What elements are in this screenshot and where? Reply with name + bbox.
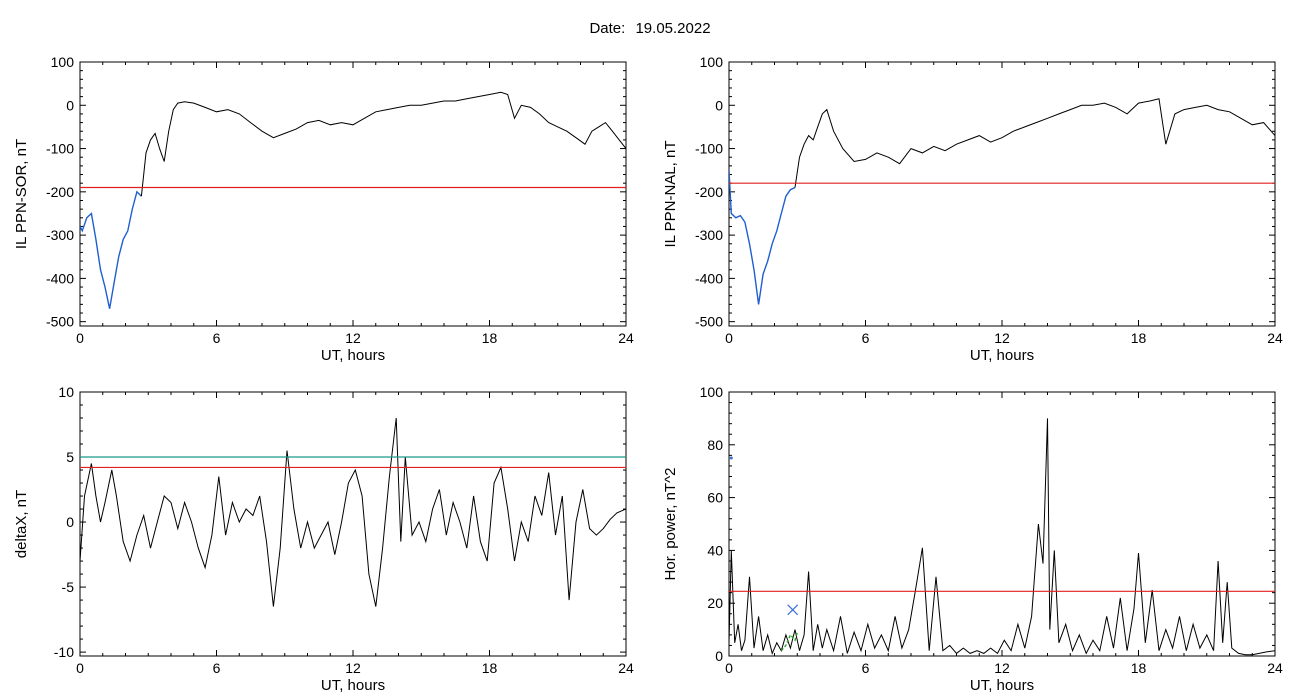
y-tick-label: 20 [707,595,723,611]
x-tick-label: 24 [1267,330,1283,346]
date-value: 19.05.2022 [635,20,711,37]
series-line [794,98,1275,188]
x-tick-label: 12 [345,660,361,676]
series-line [729,418,1275,656]
x-tick-label: 12 [994,330,1010,346]
x-tick-label: 18 [482,660,498,676]
plot-area [80,91,626,309]
x-axis-label: UT, hours [970,677,1034,694]
plot-area [729,98,1275,305]
x-tick-label: 6 [862,330,870,346]
y-tick-label: -300 [695,227,723,243]
y-tick-label: 100 [700,384,724,400]
chart-panel-1: 0 6 12 18 24 100 0 -100 -200 -300 -400 -500 UT, hour… [13,54,634,364]
chart-panel-3: 0 6 12 18 24 10 5 0 -5 -10 UT, hours deltaX, nT [13,384,634,694]
x-tick-label: 24 [618,660,634,676]
y-tick-label: -400 [695,270,723,286]
active-series-line [729,170,796,305]
y-tick-label: -400 [46,270,74,286]
y-tick-label: -500 [695,314,723,330]
y-axis-label: Hor. power, nT^2 [662,468,679,581]
y-tick-label: -100 [695,141,723,157]
x-tick-label: 12 [994,660,1010,676]
x-axis-label: UT, hours [321,347,385,364]
x-tick-label: 18 [1131,330,1147,346]
x-tick-label: 18 [1131,660,1147,676]
series-line [140,91,626,197]
y-tick-label: -100 [46,141,74,157]
date-header: Date: 19.05.2022 [0,20,1300,37]
y-tick-label: 0 [715,648,723,664]
x-tick-label: 24 [1267,660,1283,676]
plot-area [729,418,1275,656]
x-tick-label: 0 [725,660,733,676]
y-tick-label: 0 [715,97,723,113]
y-axis-label: deltaX, nT [13,490,30,558]
y-tick-label: -500 [46,314,74,330]
x-tick-label: 18 [482,330,498,346]
series-line [80,417,626,607]
x-tick-label: 0 [76,330,84,346]
x-tick-label: 6 [862,660,870,676]
y-tick-label: -300 [46,227,74,243]
x-axis-label: UT, hours [321,677,385,694]
y-tick-label: 100 [700,54,724,70]
y-tick-label: 80 [707,437,723,453]
x-tick-label: 0 [725,330,733,346]
y-tick-label: 100 [51,54,75,70]
y-tick-label: -5 [62,579,75,595]
y-tick-label: -200 [695,184,723,200]
plot-frame [79,391,627,657]
y-tick-label: -200 [46,184,74,200]
plot-area [80,417,626,607]
y-tick-label: 0 [66,97,74,113]
marker-dot [729,456,733,460]
plot-frame [728,61,1276,327]
x-tick-label: 6 [213,330,221,346]
chart-panel-2: 0 6 12 18 24 100 0 -100 -200 -300 -400 -500 UT, hour… [662,54,1283,364]
y-tick-label: -10 [54,644,74,660]
y-tick-label: 0 [66,514,74,530]
x-tick-label: 0 [76,660,84,676]
x-axis-label: UT, hours [970,347,1034,364]
y-tick-label: 5 [66,449,74,465]
x-tick-label: 12 [345,330,361,346]
active-series-line [80,190,142,309]
y-tick-label: 40 [707,542,723,558]
y-tick-label: 60 [707,490,723,506]
x-tick-label: 24 [618,330,634,346]
x-tick-label: 6 [213,660,221,676]
date-label: Date: [589,20,626,37]
y-axis-label: IL PPN-SOR, nT [13,139,30,249]
chart-panel-4: 0 6 12 18 24 100 80 60 40 20 0 UT, hours Hor. power,… [662,384,1283,694]
plot-frame [79,61,627,327]
y-tick-label: 10 [58,384,74,400]
marker-x [787,604,799,616]
y-axis-label: IL PPN-NAL, nT [662,141,679,248]
